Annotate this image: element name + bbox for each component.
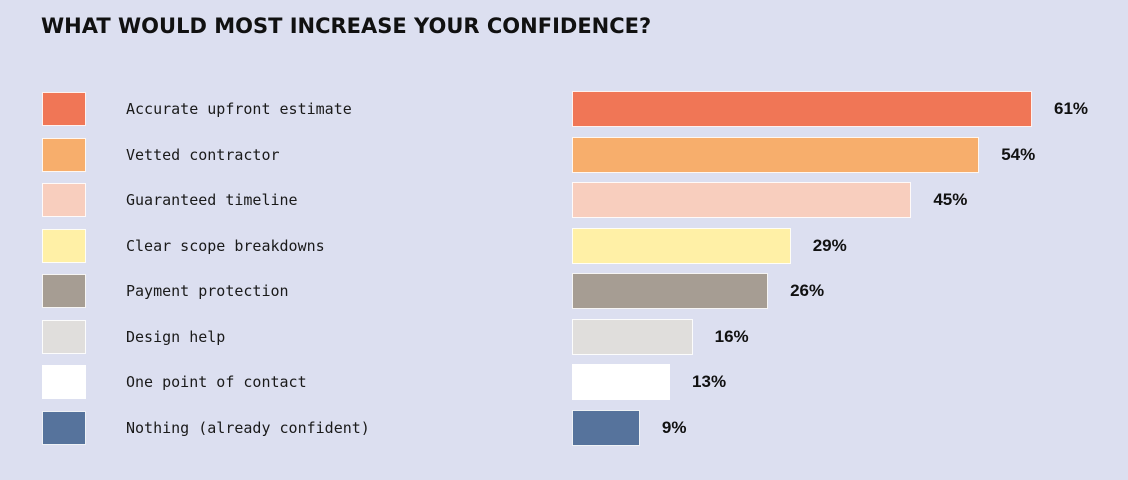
bar-row: Payment protection 26%: [0, 273, 1128, 311]
category-label: Design help: [126, 327, 226, 346]
bar: [572, 182, 912, 218]
bar: [572, 318, 693, 355]
legend-swatch: [42, 410, 86, 445]
bar: [572, 364, 671, 400]
bar-row: Vetted contractor 54%: [0, 136, 1128, 175]
value-label: 26%: [790, 281, 825, 300]
bar: [572, 91, 1032, 127]
bar: [572, 409, 640, 446]
legend-swatch: [42, 319, 86, 354]
value-label: 29%: [812, 235, 847, 255]
bar-row: One point of contact 13%: [0, 364, 1128, 402]
value-label: 9%: [661, 417, 687, 437]
bar-row: Clear scope breakdowns 29%: [0, 227, 1128, 266]
category-label: Accurate upfront estimate: [126, 100, 352, 118]
bar-row: Guaranteed timeline 45%: [0, 182, 1128, 220]
value-label: 61%: [1054, 99, 1089, 118]
value-label: 54%: [1001, 144, 1036, 164]
bar-row: Nothing (already confident) 9%: [0, 409, 1128, 448]
chart-title: WHAT WOULD MOST INCREASE YOUR CONFIDENCE…: [41, 14, 652, 38]
value-label: 45%: [933, 190, 968, 209]
category-label: Clear scope breakdowns: [126, 236, 325, 255]
bar: [572, 227, 791, 264]
bar-row: Accurate upfront estimate 61%: [0, 91, 1128, 129]
legend-swatch: [42, 365, 86, 399]
category-label: Guaranteed timeline: [126, 191, 298, 209]
legend-swatch: [42, 183, 86, 217]
category-label: Payment protection: [126, 282, 289, 300]
value-label: 16%: [714, 326, 749, 346]
category-label: Nothing (already confident): [126, 418, 370, 437]
legend-swatch: [42, 274, 86, 308]
legend-swatch: [42, 228, 86, 263]
legend-swatch: [42, 92, 86, 126]
category-label: One point of contact: [126, 373, 307, 391]
bar: [572, 136, 980, 173]
value-label: 13%: [692, 372, 727, 391]
bar: [572, 273, 769, 309]
category-label: Vetted contractor: [126, 145, 280, 164]
legend-swatch: [42, 137, 86, 172]
bar-row: Design help 16%: [0, 318, 1128, 357]
